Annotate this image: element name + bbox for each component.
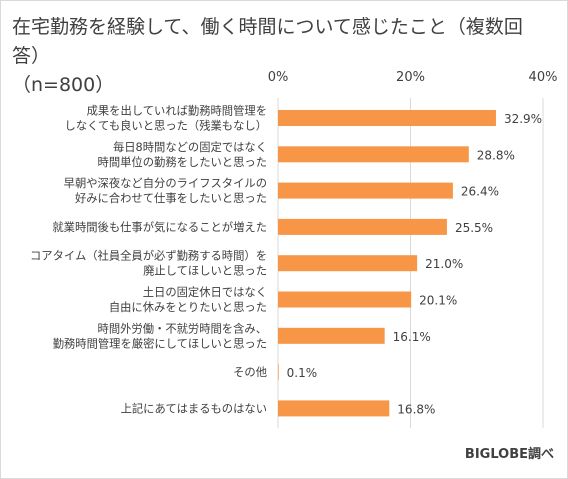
bar <box>278 291 412 308</box>
chart-title: 在宅勤務を経験して、働く時間について感じたこと（複数回答） （n=800） <box>12 16 523 96</box>
bar <box>278 400 390 417</box>
bar <box>278 110 496 126</box>
category-label: 早朝や深夜など自分のライフスタイルの好みに合わせて仕事をしたいと思った <box>64 176 267 205</box>
category-label: 時間外労働・不就労時間を含み、勤務時間管理を厳密にしてほしいと思った <box>53 321 267 350</box>
data-label: 21.0% <box>425 257 463 271</box>
data-label: 32.9% <box>504 112 542 126</box>
data-label: 26.4% <box>461 185 499 199</box>
category-label: 土日の固定休日ではなく自由に休みをとりたいと思った <box>109 285 267 314</box>
bar <box>278 218 447 235</box>
data-label: 16.8% <box>397 402 435 416</box>
x-tick-label: 40% <box>529 70 558 85</box>
bar <box>278 364 279 381</box>
category-label: 上記にあてはまるものはない <box>121 401 267 415</box>
category-label: 成果を出していれば勤務時間管理をしなくても良いと思った（残業もなし） <box>65 104 267 133</box>
data-label: 28.8% <box>477 148 515 162</box>
bar <box>278 182 453 199</box>
bar <box>278 327 385 344</box>
x-tick-label: 20% <box>396 70 425 85</box>
source-note: BIGLOBE調べ <box>464 447 554 462</box>
category-label: 毎日8時間などの固定ではなく時間単位の勤務をしたいと思った <box>98 140 267 169</box>
bar <box>278 146 469 163</box>
bar <box>278 255 418 272</box>
data-label: 25.5% <box>455 221 493 235</box>
category-label: コアタイム（社員全員が必ず勤務する時間）を廃止してほしいと思った <box>30 249 267 278</box>
data-label: 16.1% <box>393 330 431 344</box>
x-tick-label: 0% <box>268 70 289 85</box>
category-label: その他 <box>233 366 267 379</box>
category-label: 就業時間後も仕事が気になることが増えた <box>52 220 267 234</box>
data-label: 0.1% <box>287 366 318 380</box>
data-label: 20.1% <box>419 294 457 308</box>
